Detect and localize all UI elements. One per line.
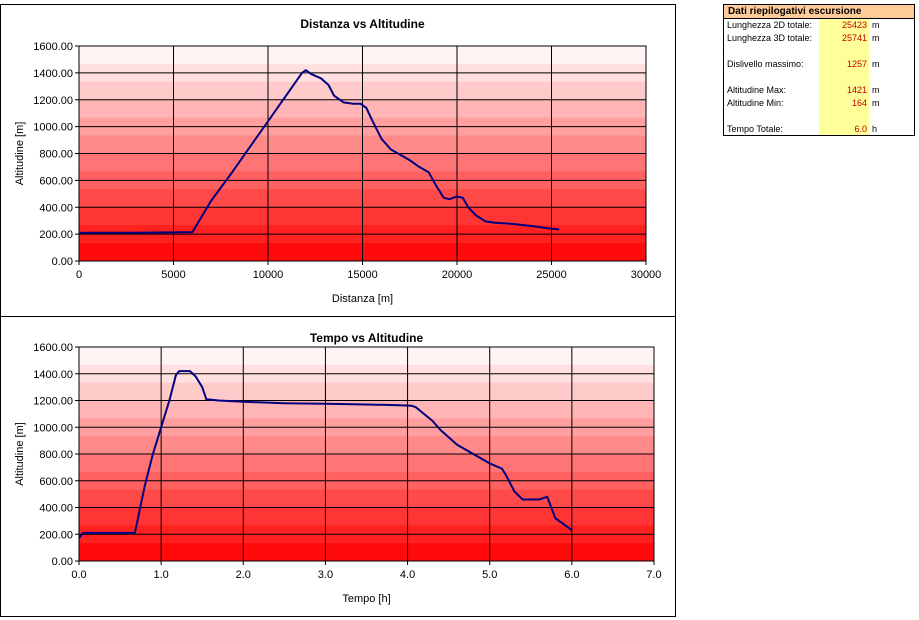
y-tick-label: 1400.00 xyxy=(33,369,73,381)
y-tick-label: 1200.00 xyxy=(33,95,73,107)
y-tick-label: 1600.00 xyxy=(33,342,73,354)
summary-unit: m xyxy=(872,33,880,43)
summary-unit: m xyxy=(872,59,880,69)
summary-row-length-2d: Lunghezza 2D totale: 25423 m xyxy=(724,20,914,31)
x-axis-label: Tempo [h] xyxy=(342,593,390,605)
y-tick-label: 1000.00 xyxy=(33,122,73,134)
y-tick-label: 800.00 xyxy=(39,449,73,461)
summary-title: Dati riepilogativi escursione xyxy=(724,5,914,19)
summary-value: 25423 xyxy=(841,20,867,30)
x-tick-label: 30000 xyxy=(631,269,662,281)
summary-value-column xyxy=(819,19,869,135)
y-tick-label: 600.00 xyxy=(39,476,73,488)
x-tick-label: 1.0 xyxy=(153,569,168,581)
y-tick-label: 400.00 xyxy=(39,202,73,214)
y-tick-label: 1200.00 xyxy=(33,396,73,408)
summary-table: Dati riepilogativi escursione Lunghezza … xyxy=(723,4,915,136)
x-tick-label: 4.0 xyxy=(400,569,415,581)
y-axis-label: Altitudine [m] xyxy=(14,422,26,486)
y-tick-label: 200.00 xyxy=(39,229,73,241)
y-tick-label: 0.00 xyxy=(52,256,73,268)
x-tick-label: 5000 xyxy=(161,269,185,281)
chart-title: Tempo vs Altitudine xyxy=(310,331,424,345)
x-tick-label: 7.0 xyxy=(646,569,661,581)
y-tick-label: 1600.00 xyxy=(33,41,73,53)
summary-unit: m xyxy=(872,85,880,95)
summary-label: Altitudine Min: xyxy=(727,98,784,108)
x-tick-label: 25000 xyxy=(536,269,567,281)
summary-value: 1257 xyxy=(846,59,867,69)
y-tick-label: 1000.00 xyxy=(33,422,73,434)
time-altitude-svg: 0.00 200.00 400.00 600.00 800.00 1000.00 1200.… xyxy=(14,331,662,605)
summary-unit: m xyxy=(872,20,880,30)
summary-label: Lunghezza 3D totale: xyxy=(727,33,813,43)
summary-value: 164 xyxy=(851,98,867,108)
x-tick-label: 2.0 xyxy=(236,569,251,581)
summary-row-altitude-max: Altitudine Max: 1421 m xyxy=(724,85,914,96)
plot-band xyxy=(79,436,654,455)
y-tick-label: 0.00 xyxy=(52,556,73,568)
plot-band xyxy=(79,543,654,562)
plot-band xyxy=(79,382,654,401)
x-tick-label: 20000 xyxy=(442,269,473,281)
summary-label: Lunghezza 2D totale: xyxy=(727,20,813,30)
summary-value: 25741 xyxy=(841,33,867,43)
x-tick-label: 6.0 xyxy=(564,569,579,581)
x-tick-label: 5.0 xyxy=(482,569,497,581)
summary-row-length-3d: Lunghezza 3D totale: 25741 m xyxy=(724,33,914,44)
summary-label: Dislivello massimo: xyxy=(727,59,804,69)
summary-unit: h xyxy=(872,124,878,134)
y-tick-label: 600.00 xyxy=(39,175,73,187)
summary-row-total-time: Tempo Totale: 6.0 h xyxy=(724,124,914,135)
altitude-series-line xyxy=(78,69,560,235)
plot-band xyxy=(79,507,654,526)
summary-row-altitude-min: Altitudine Min: 164 m xyxy=(724,98,914,109)
summary-unit: m xyxy=(872,98,880,108)
distance-altitude-svg: 0.00 200.00 400.00 600.00 800.00 1000.00 1200.… xyxy=(14,17,662,305)
x-tick-label: 0 xyxy=(76,269,82,281)
chart-title: Distanza vs Altitudine xyxy=(300,17,425,31)
plot-band xyxy=(79,454,654,473)
x-tick-label: 10000 xyxy=(253,269,284,281)
plot-band xyxy=(79,400,654,419)
altitude-series-line xyxy=(78,370,573,539)
y-tick-label: 800.00 xyxy=(39,149,73,161)
summary-label: Tempo Totale: xyxy=(727,124,783,134)
distance-altitude-chart: 0.00 200.00 400.00 600.00 800.00 1000.00 1200.… xyxy=(0,4,676,317)
summary-value: 6.0 xyxy=(854,124,867,134)
y-tick-label: 400.00 xyxy=(39,503,73,515)
x-tick-label: 0.0 xyxy=(71,569,86,581)
summary-row-elevation-gain: Dislivello massimo: 1257 m xyxy=(724,59,914,70)
summary-value: 1421 xyxy=(846,85,867,95)
y-tick-label: 1400.00 xyxy=(33,68,73,80)
plot-band xyxy=(79,489,654,508)
x-tick-label: 3.0 xyxy=(318,569,333,581)
y-axis-label: Altitudine [m] xyxy=(14,122,26,186)
plot-band xyxy=(79,347,654,366)
y-tick-label: 200.00 xyxy=(39,529,73,541)
x-axis-label: Distanza [m] xyxy=(332,293,393,305)
time-altitude-chart: 0.00 200.00 400.00 600.00 800.00 1000.00 1200.… xyxy=(0,316,676,617)
summary-label: Altitudine Max: xyxy=(727,85,787,95)
x-tick-label: 15000 xyxy=(347,269,378,281)
